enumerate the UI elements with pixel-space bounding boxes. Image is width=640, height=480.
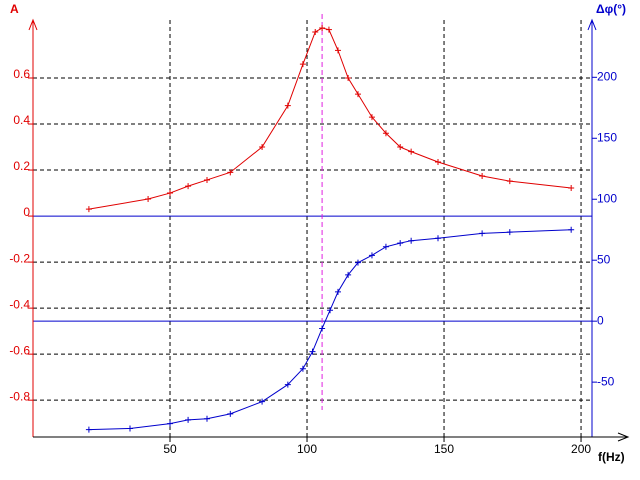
y-tick-label: 0.6 [13, 67, 30, 81]
data-point [368, 114, 375, 121]
data-point [284, 381, 291, 388]
data-point [167, 420, 174, 427]
x-tick-label: 50 [163, 442, 177, 456]
data-point [85, 426, 92, 433]
x-tick-label: 150 [434, 442, 454, 456]
y2-tick-label: 150 [597, 130, 617, 144]
y-tick-label: -0.8 [9, 389, 30, 403]
data-point [368, 252, 375, 259]
data-point [506, 178, 513, 185]
y-tick-label: 0.4 [13, 113, 30, 127]
series-line [88, 27, 572, 210]
y2-tick-label: 100 [597, 191, 617, 205]
x-tick-label: 100 [297, 442, 317, 456]
y2-axis-arrow [587, 18, 597, 31]
data-point [345, 271, 352, 278]
y2-tick-label: -50 [597, 374, 615, 388]
data-point [479, 173, 486, 180]
y2-axis-label: Δφ(°) [596, 2, 626, 16]
x-axis-label: f(Hz) [598, 450, 625, 464]
data-point [227, 169, 234, 176]
data-point [185, 183, 192, 190]
data-point [284, 102, 291, 109]
y2-tick-label: 0 [597, 313, 604, 327]
y-tick-label: -0.4 [9, 297, 30, 311]
data-point [259, 398, 266, 405]
data-point [382, 130, 389, 137]
data-point [204, 176, 211, 183]
data-point [227, 410, 234, 417]
data-point [345, 74, 352, 81]
y-axis-label: A [10, 2, 19, 16]
data-point [309, 348, 316, 355]
data-point [319, 325, 326, 332]
data-point [327, 307, 334, 314]
data-point [382, 243, 389, 250]
data-point [435, 158, 442, 165]
y-tick-label: -0.6 [9, 343, 30, 357]
data-point [85, 206, 92, 213]
data-point [145, 196, 152, 203]
y2-tick-label: 200 [597, 69, 617, 83]
data-point [334, 288, 341, 295]
data-point [354, 91, 361, 98]
data-point [479, 230, 486, 237]
x-tick-label: 200 [571, 442, 591, 456]
data-point [408, 237, 415, 244]
data-point [506, 229, 513, 236]
data-point [185, 416, 192, 423]
y-tick-label: 0.2 [13, 159, 30, 173]
data-point [167, 190, 174, 197]
data-point [299, 365, 306, 372]
y-axis-arrow [28, 18, 38, 31]
data-point [204, 415, 211, 422]
data-point [259, 144, 266, 151]
data-point [334, 47, 341, 54]
data-point [435, 235, 442, 242]
y-tick-label: -0.2 [9, 251, 30, 265]
data-point [319, 25, 326, 32]
data-point [397, 144, 404, 151]
data-point [408, 148, 415, 155]
data-point [354, 259, 361, 266]
data-point [568, 184, 575, 191]
y2-tick-label: 50 [597, 252, 611, 266]
data-point [325, 26, 332, 33]
data-point [312, 28, 319, 35]
data-point [568, 226, 575, 233]
y-tick-label: 0 [23, 205, 30, 219]
data-point [127, 425, 134, 432]
data-point [299, 61, 306, 68]
x-axis-arrow [617, 432, 630, 442]
data-point [397, 240, 404, 247]
